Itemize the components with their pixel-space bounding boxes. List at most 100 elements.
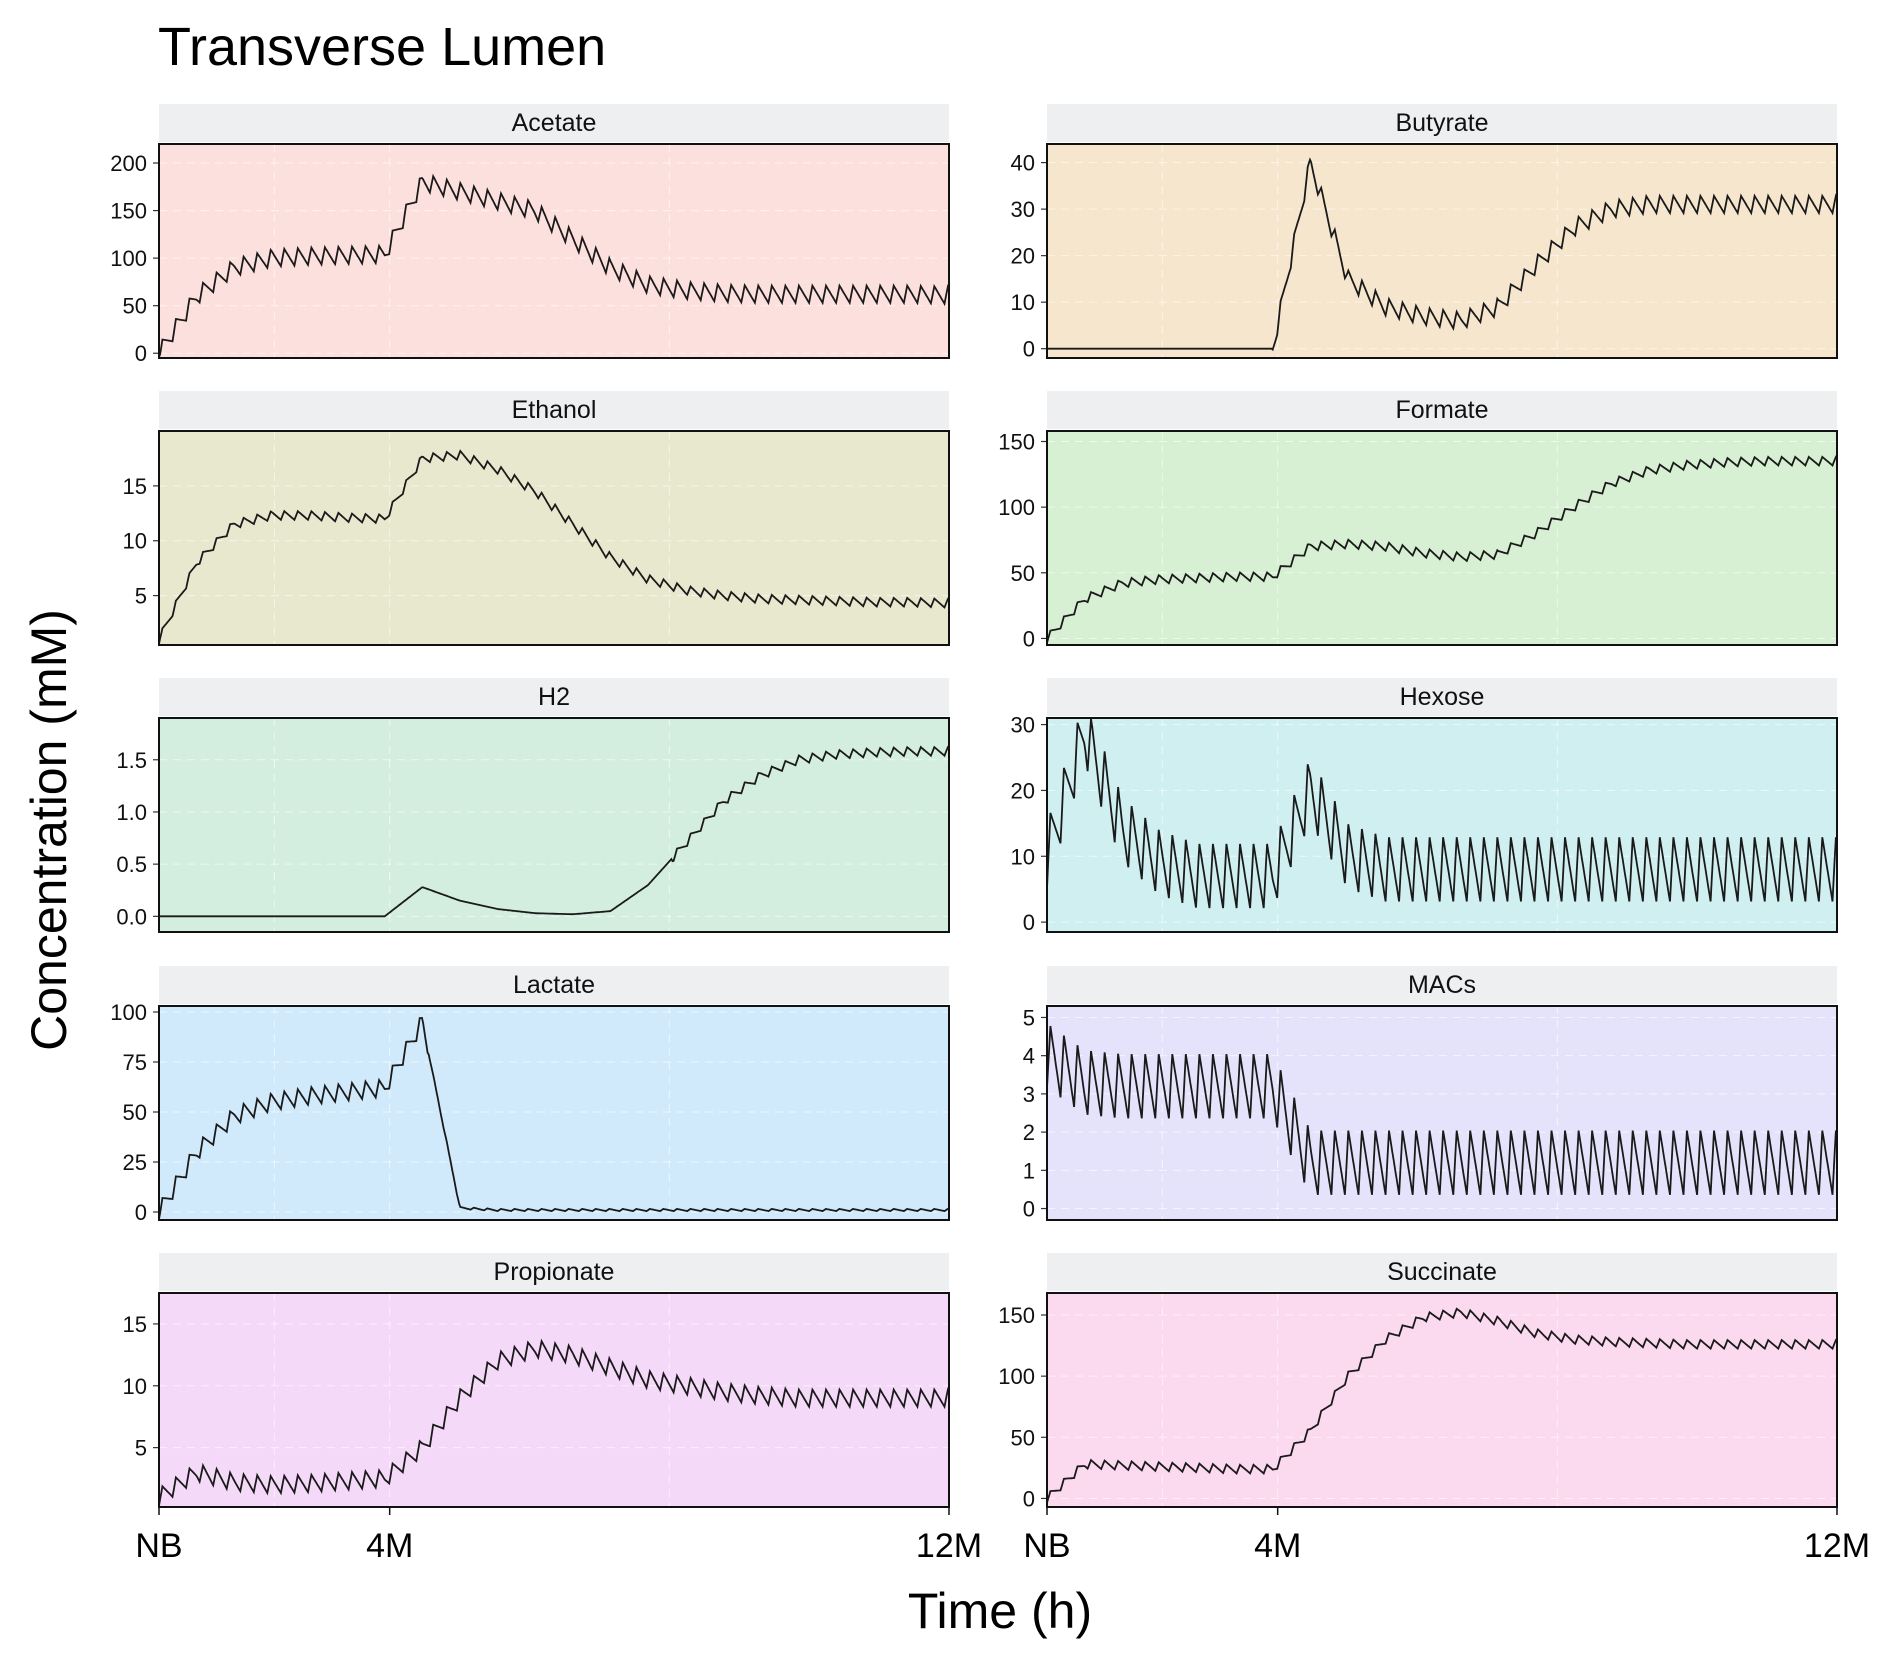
y-tick-label: 150 — [110, 199, 147, 224]
y-tick-label: 0 — [135, 1200, 147, 1225]
y-tick-label: 1.5 — [116, 748, 147, 773]
y-tick-label: 0.5 — [116, 852, 147, 877]
x-tick-label: NB — [1023, 1527, 1070, 1565]
y-tick-label: 15 — [123, 1312, 147, 1337]
strip-label-propionate: Propionate — [494, 1258, 615, 1286]
series-line-butyrate — [1047, 157, 1838, 352]
panel-ethanol: Ethanol 5 10 15 — [123, 391, 950, 646]
strip-label-lactate: Lactate — [513, 971, 595, 999]
plot-background-ethanol — [159, 431, 949, 645]
y-tick-label: 100 — [998, 1364, 1035, 1389]
y-tick-label: 15 — [123, 474, 147, 499]
x-tick-label: 12M — [1804, 1527, 1870, 1565]
series-line-h2 — [159, 745, 950, 918]
series-line-macs — [1046, 1025, 1838, 1195]
strip-succinate — [1047, 1253, 1837, 1291]
y-tick-label: 150 — [998, 430, 1035, 455]
x-axis-title: Time (h) — [908, 1583, 1092, 1639]
y-tick-label: 0 — [1023, 1197, 1035, 1222]
x-tick-label: 12M — [916, 1527, 982, 1565]
strip-butyrate — [1047, 104, 1837, 142]
panel-hexose: Hexose 0 10 20 30 — [1011, 678, 1838, 935]
strip-h2 — [159, 678, 949, 716]
y-tick-label: 4 — [1023, 1044, 1035, 1069]
y-tick-label: 75 — [123, 1050, 147, 1075]
y-tick-label: 10 — [123, 529, 147, 554]
series-line-succinate — [1046, 1307, 1838, 1503]
series-line-hexose — [1046, 718, 1838, 909]
y-tick-label: 150 — [998, 1303, 1035, 1328]
plot-background-formate — [1047, 431, 1837, 645]
plot-background-butyrate — [1047, 144, 1837, 358]
strip-propionate — [159, 1253, 949, 1291]
x-tick-label: NB — [135, 1527, 182, 1565]
y-tick-label: 25 — [123, 1150, 147, 1175]
strip-label-hexose: Hexose — [1400, 683, 1485, 711]
y-tick-label: 50 — [123, 1100, 147, 1125]
panel-succinate: Succinate 0 50 100 150 NB 4M 12M — [998, 1253, 1870, 1565]
panel-border — [158, 143, 950, 359]
panel-propionate: Propionate 5 10 15 NB 4M 12M — [123, 1253, 982, 1565]
strip-label-macs: MACs — [1408, 971, 1476, 999]
y-axis-title: Concentration (mM) — [21, 609, 77, 1051]
y-tick-label: 50 — [1011, 561, 1035, 586]
y-tick-label: 0 — [1023, 1486, 1035, 1511]
y-tick-label: 50 — [1011, 1425, 1035, 1450]
panel-h2: H2 0.0 0.5 1.0 1.5 — [116, 678, 950, 933]
plot-background-macs — [1047, 1006, 1837, 1220]
page-title: Transverse Lumen — [158, 17, 607, 77]
y-tick-label: 20 — [1011, 244, 1035, 269]
y-tick-label: 100 — [110, 246, 147, 271]
plot-background-hexose — [1047, 718, 1837, 932]
y-tick-label: 10 — [1011, 290, 1035, 315]
x-tick-label: 4M — [1254, 1527, 1301, 1565]
series-line-formate — [1046, 455, 1838, 643]
strip-formate — [1047, 391, 1837, 429]
y-tick-label: 30 — [1011, 713, 1035, 738]
panel-butyrate: Butyrate 0 10 20 30 40 — [1011, 104, 1838, 362]
strip-label-formate: Formate — [1395, 396, 1488, 424]
y-tick-label: 2 — [1023, 1120, 1035, 1145]
strip-label-succinate: Succinate — [1387, 1258, 1497, 1286]
y-tick-label: 3 — [1023, 1082, 1035, 1107]
y-tick-label: 200 — [110, 151, 147, 176]
strip-macs — [1047, 966, 1837, 1004]
panel-border — [158, 1005, 950, 1221]
panel-acetate: Acetate 0 50 100 150 200 — [110, 104, 950, 366]
x-tick-label: 4M — [366, 1527, 413, 1565]
strip-lactate — [159, 966, 949, 1004]
panel-formate: Formate 0 50 100 150 — [998, 391, 1838, 651]
plot-background-h2 — [159, 718, 949, 932]
y-tick-label: 0 — [1023, 910, 1035, 935]
panel-border — [1046, 717, 1838, 933]
y-tick-label: 5 — [135, 1436, 147, 1461]
strip-label-butyrate: Butyrate — [1395, 109, 1488, 137]
y-tick-label: 100 — [998, 495, 1035, 520]
panel-lactate: Lactate 0 25 50 75 100 — [110, 966, 950, 1225]
panel-border — [158, 430, 950, 646]
y-tick-label: 10 — [123, 1374, 147, 1399]
y-tick-label: 30 — [1011, 197, 1035, 222]
strip-label-ethanol: Ethanol — [512, 396, 597, 424]
series-line-ethanol — [158, 449, 950, 644]
plot-background-acetate — [159, 144, 949, 358]
panel-border — [158, 1292, 950, 1508]
facet-panels: Acetate050100150200Butyrate010203040Etha… — [110, 104, 1870, 1565]
strip-ethanol — [159, 391, 949, 429]
y-tick-label: 100 — [110, 1000, 147, 1025]
y-tick-label: 10 — [1011, 844, 1035, 869]
y-tick-label: 0.0 — [116, 904, 147, 929]
panel-border — [158, 717, 950, 933]
y-tick-label: 5 — [135, 584, 147, 609]
y-tick-label: 50 — [123, 294, 147, 319]
series-line-acetate — [158, 173, 950, 358]
y-tick-label: 0 — [1023, 626, 1035, 651]
y-tick-label: 0 — [1023, 337, 1035, 362]
panel-border — [1046, 430, 1838, 646]
panel-border — [1046, 1005, 1838, 1221]
strip-hexose — [1047, 678, 1837, 716]
series-line-lactate — [158, 1016, 950, 1220]
panel-border — [1046, 1292, 1838, 1508]
strip-label-acetate: Acetate — [512, 109, 597, 137]
